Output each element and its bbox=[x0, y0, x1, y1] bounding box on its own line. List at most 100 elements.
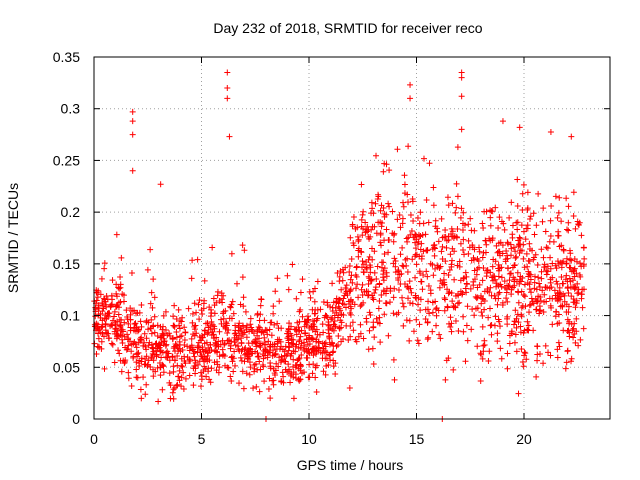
data-point bbox=[386, 237, 393, 244]
data-point bbox=[170, 395, 177, 402]
data-point bbox=[404, 238, 411, 245]
data-point bbox=[152, 368, 159, 375]
data-point bbox=[191, 348, 198, 355]
data-point bbox=[175, 306, 182, 313]
data-point bbox=[169, 353, 176, 360]
data-point bbox=[449, 200, 456, 207]
data-point bbox=[495, 225, 502, 232]
data-point bbox=[487, 207, 494, 214]
data-point bbox=[504, 350, 511, 357]
data-point bbox=[240, 385, 247, 392]
data-point bbox=[462, 358, 469, 365]
data-point bbox=[358, 181, 365, 188]
data-point bbox=[180, 369, 187, 376]
data-point bbox=[342, 290, 349, 297]
data-point bbox=[478, 300, 485, 307]
data-point bbox=[410, 218, 417, 225]
x-tick-label: 0 bbox=[90, 431, 98, 447]
data-point bbox=[519, 359, 526, 366]
data-point bbox=[404, 269, 411, 276]
data-point bbox=[547, 232, 554, 239]
data-point bbox=[561, 298, 568, 305]
data-point bbox=[272, 367, 279, 374]
data-point bbox=[329, 307, 336, 314]
data-point bbox=[513, 348, 520, 355]
data-point bbox=[568, 293, 575, 300]
data-point bbox=[186, 347, 193, 354]
data-point bbox=[487, 214, 494, 221]
data-point bbox=[454, 144, 461, 151]
data-point bbox=[271, 370, 278, 377]
data-point bbox=[347, 322, 354, 329]
data-point bbox=[487, 222, 494, 229]
data-point bbox=[91, 340, 98, 347]
data-point bbox=[489, 263, 496, 270]
data-point bbox=[502, 284, 509, 291]
data-point bbox=[578, 232, 585, 239]
data-point bbox=[405, 234, 412, 241]
data-point bbox=[94, 343, 101, 350]
data-point bbox=[155, 342, 162, 349]
data-point bbox=[115, 311, 122, 318]
data-point bbox=[306, 332, 313, 339]
data-point bbox=[201, 340, 208, 347]
data-point bbox=[324, 299, 331, 306]
data-point bbox=[128, 341, 135, 348]
data-point bbox=[374, 263, 381, 270]
data-point bbox=[174, 344, 181, 351]
data-point bbox=[254, 328, 261, 335]
data-point bbox=[457, 277, 464, 284]
data-point bbox=[252, 339, 259, 346]
data-point bbox=[404, 284, 411, 291]
data-point bbox=[254, 366, 261, 373]
data-point bbox=[347, 276, 354, 283]
data-point bbox=[463, 273, 470, 280]
data-point bbox=[170, 363, 177, 370]
data-point bbox=[400, 263, 407, 270]
data-point bbox=[498, 283, 505, 290]
data-point bbox=[441, 307, 448, 314]
data-point bbox=[328, 316, 335, 323]
data-point bbox=[558, 264, 565, 271]
data-point bbox=[256, 324, 263, 331]
data-point bbox=[201, 297, 208, 304]
data-point bbox=[128, 383, 135, 390]
data-point bbox=[103, 293, 110, 300]
data-point bbox=[541, 291, 548, 298]
data-point bbox=[153, 351, 160, 358]
data-point bbox=[360, 208, 367, 215]
data-point bbox=[512, 254, 519, 261]
data-point bbox=[261, 378, 268, 385]
data-point bbox=[372, 200, 379, 207]
data-point bbox=[209, 244, 216, 251]
data-point bbox=[197, 348, 204, 355]
data-point bbox=[523, 356, 530, 363]
data-point bbox=[311, 318, 318, 325]
data-point bbox=[142, 343, 149, 350]
data-point bbox=[409, 300, 416, 307]
data-point bbox=[494, 330, 501, 337]
data-point bbox=[504, 298, 511, 305]
data-point bbox=[520, 255, 527, 262]
data-point bbox=[227, 304, 234, 311]
data-point bbox=[349, 319, 356, 326]
data-point bbox=[370, 210, 377, 217]
data-point bbox=[567, 256, 574, 263]
data-point bbox=[464, 303, 471, 310]
data-point bbox=[162, 308, 169, 315]
data-point bbox=[369, 345, 376, 352]
data-point bbox=[415, 231, 422, 238]
data-point bbox=[128, 270, 135, 277]
data-point bbox=[452, 304, 459, 311]
data-point bbox=[568, 358, 575, 365]
data-point bbox=[211, 335, 218, 342]
data-point bbox=[162, 327, 169, 334]
data-point bbox=[390, 294, 397, 301]
data-point bbox=[403, 317, 410, 324]
data-point bbox=[531, 273, 538, 280]
data-point bbox=[188, 335, 195, 342]
data-point bbox=[363, 259, 370, 266]
data-point bbox=[224, 337, 231, 344]
data-point bbox=[377, 339, 384, 346]
data-point bbox=[443, 244, 450, 251]
